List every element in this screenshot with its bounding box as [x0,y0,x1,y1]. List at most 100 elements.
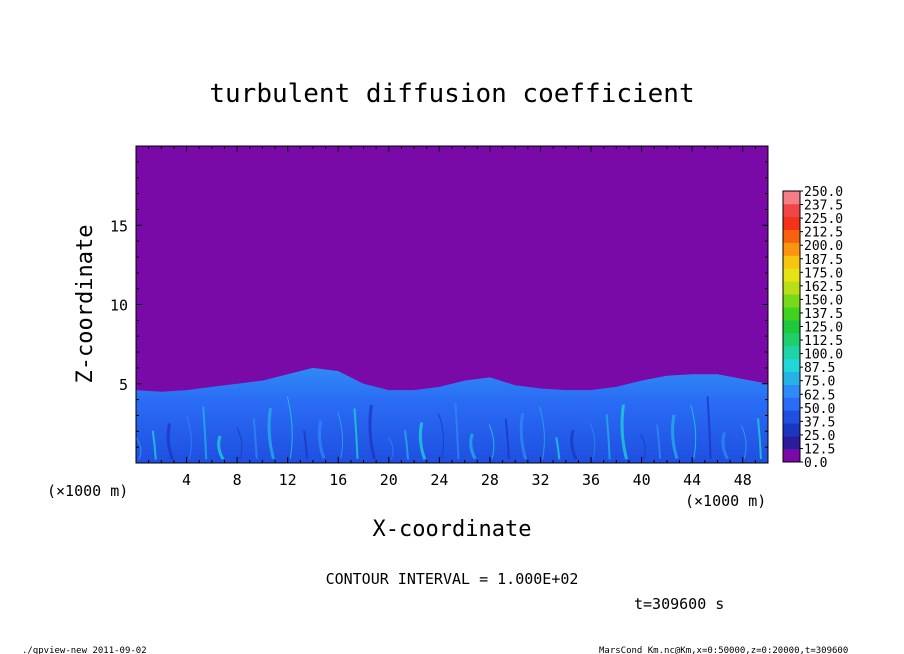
turbulence-streak [721,431,729,460]
colorbar-label: 137.5 [804,307,843,322]
x-tick-label: 16 [329,471,347,489]
colorbar-label: 87.5 [804,361,835,376]
turbulence-streak [286,396,293,459]
colorbar-label: 25.0 [804,429,835,444]
colorbar-swatch [783,281,800,295]
colorbar-swatch [783,203,800,218]
y-tick-label: 15 [110,217,128,235]
colorbar-swatch [783,268,800,282]
colorbar-label: 50.0 [804,402,835,417]
contour-interval: CONTOUR INTERVAL = 1.000E+02 [326,570,579,588]
turbulence-streak [151,430,157,460]
colorbar-label: 187.5 [804,253,843,268]
x-unit-right: (×1000 m) [685,492,766,510]
turbulence-streak [757,418,762,459]
x-axis-label: X-coordinate [373,517,532,542]
turbulence-streak [368,404,376,460]
colorbar-label: 75.0 [804,375,835,390]
colorbar-swatch [783,449,800,463]
colorbar-label: 212.5 [804,226,843,241]
colorbar-swatch [783,436,800,450]
colorbar-swatch [783,191,800,205]
colorbar-swatch [783,307,800,321]
y-axis-ticks: 5 10 15 [110,161,768,448]
colorbar-label: 175.0 [804,266,843,281]
colorbar-swatch [783,371,800,385]
y-axis-label: Z-coordinate [73,225,98,384]
turbulence-streak [570,429,578,461]
colorbar-label: 12.5 [804,442,835,457]
colorbar-label: 150.0 [804,293,843,308]
colorbar: 0.012.525.037.550.062.575.087.5100.0112.… [782,185,843,471]
turbulence-streak [740,424,747,459]
turbulence-streak [690,405,697,459]
footer-left: ./gpview-new 2011-09-02 [22,646,147,654]
turbulence-streak [267,407,275,460]
turbulence-streak [404,430,409,460]
colorbar-label: 250.0 [804,185,843,200]
colorbar-swatch [783,242,800,256]
turbulence-streak [589,422,596,460]
turbulence-streak [418,422,427,460]
x-axis-ticks: 4 8 12 16 20 24 28 32 36 40 44 48 [148,146,756,489]
turbulence-streak [353,408,359,459]
colorbar-label: 237.5 [804,199,843,214]
turbulence-streak [555,437,561,460]
colorbar-swatch [783,332,800,347]
x-tick-label: 28 [481,471,499,489]
colorbar-swatch [783,384,800,398]
turbulence-streak [217,435,225,460]
y-tick-label: 5 [119,376,128,394]
x-unit-left: (×1000 m) [47,482,128,500]
colorbar-label: 62.5 [804,388,835,403]
x-tick-label: 24 [430,471,448,489]
footer-right: MarsCond_Km.nc@Km,x=0:50000,z=0:20000,t=… [599,646,848,654]
colorbar-swatch [783,216,800,231]
x-tick-label: 8 [233,471,242,489]
turbulence-streak [303,430,309,459]
colorbar-swatch [783,397,800,411]
turbulence-streak [504,418,510,460]
colorbar-swatch [783,255,800,269]
colorbar-swatch [783,345,800,360]
colorbar-swatch [783,320,800,334]
colorbar-swatch [783,294,800,308]
colorbar-swatch [783,229,800,243]
colorbar-label: 37.5 [804,415,835,430]
turbulence-streak [185,415,192,460]
colorbar-swatch [783,410,800,424]
turbulence-streak [236,427,243,460]
turbulence-streak [706,396,712,459]
x-tick-label: 4 [182,471,191,489]
turbulence-streak [620,404,628,460]
chart-title: turbulent diffusion coefficient [209,79,694,109]
turbulence-streak [202,406,208,460]
x-tick-label: 20 [380,471,398,489]
x-tick-label: 12 [279,471,297,489]
colorbar-label: 0.0 [804,456,827,471]
colorbar-label: 162.5 [804,280,843,295]
turbulence-streak [454,402,460,460]
y-tick-label: 10 [110,297,128,315]
turbulence-streak [671,414,679,460]
turbulence-streak [438,413,445,460]
turbulence-streak [136,437,142,460]
colorbar-label: 125.0 [804,321,843,336]
x-tick-label: 44 [683,471,701,489]
turbulence-streak [337,412,344,459]
turbulence-streak [387,437,394,460]
x-tick-label: 40 [633,471,651,489]
turbulence-streak [317,420,326,459]
x-tick-label: 36 [582,471,600,489]
turbulence-streak [469,433,477,460]
turbulence-streak [519,412,528,460]
plot-area [136,146,768,463]
turbulence-streak [639,434,646,460]
colorbar-label: 225.0 [804,212,843,227]
turbulence-streak [605,414,611,460]
turbulence-streak [252,418,258,459]
turbulence-streak [166,423,175,460]
colorbar-swatch [783,423,800,437]
colorbar-label: 100.0 [804,348,843,363]
